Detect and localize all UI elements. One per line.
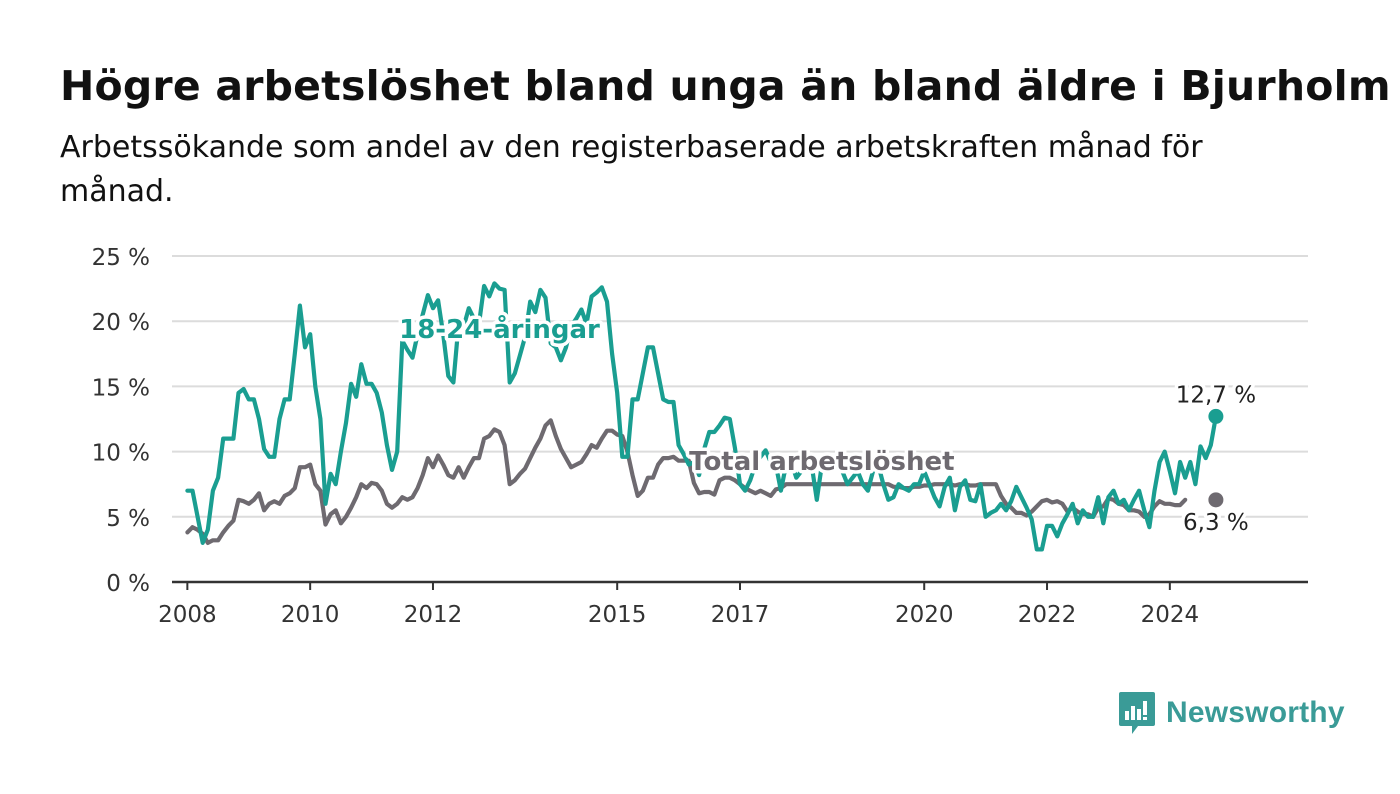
series-lines <box>185 281 1218 552</box>
series-label: Total arbetslöshet <box>689 447 954 477</box>
chart-title: Högre arbetslöshet bland unga än bland ä… <box>60 62 1391 110</box>
youth-end-value-label: 12,7 % <box>1176 382 1256 408</box>
y-tick-label: 10 % <box>92 441 150 467</box>
x-tick-label: 2015 <box>588 602 647 628</box>
series-end-dot <box>1208 492 1224 508</box>
x-tick-label: 2024 <box>1141 602 1200 628</box>
y-tick-label: 5 % <box>106 506 150 532</box>
series-end-dot <box>1208 408 1224 424</box>
y-tick-label: 15 % <box>92 375 150 401</box>
newsworthy-logo-icon <box>1119 692 1155 734</box>
y-tick-label: 25 % <box>92 245 150 271</box>
y-axis-ticks: 0 % 5 % 10 % 15 % 20 % 25 % <box>92 245 150 597</box>
newsworthy-brand: Newsworthy <box>1118 688 1345 738</box>
total-end-value-label: 6,3 % <box>1183 510 1249 536</box>
grid-lines <box>172 255 1308 518</box>
x-tick-label: 2010 <box>281 602 340 628</box>
y-tick-label: 20 % <box>92 310 150 336</box>
brand-name: Newsworthy <box>1166 696 1345 729</box>
x-tick-label: 2012 <box>404 602 463 628</box>
x-tick-label: 2022 <box>1018 602 1077 628</box>
y-tick-label: 0 % <box>106 571 150 597</box>
series-label: 18-24-åringar <box>399 313 600 345</box>
x-tick-label: 2020 <box>895 602 954 628</box>
x-tick-label: 2017 <box>711 602 770 628</box>
x-tick-label: 2008 <box>158 602 217 628</box>
series-line-0 <box>185 281 1218 552</box>
series-labels: 18-24-åringar Total arbetslöshet 12,7 % 6,3… <box>396 310 1260 540</box>
x-axis: 2008 2010 2012 2015 2017 2020 2022 2024 <box>158 580 1308 628</box>
chart-subtitle: Arbetssökande som andel av den registerb… <box>60 130 1203 209</box>
